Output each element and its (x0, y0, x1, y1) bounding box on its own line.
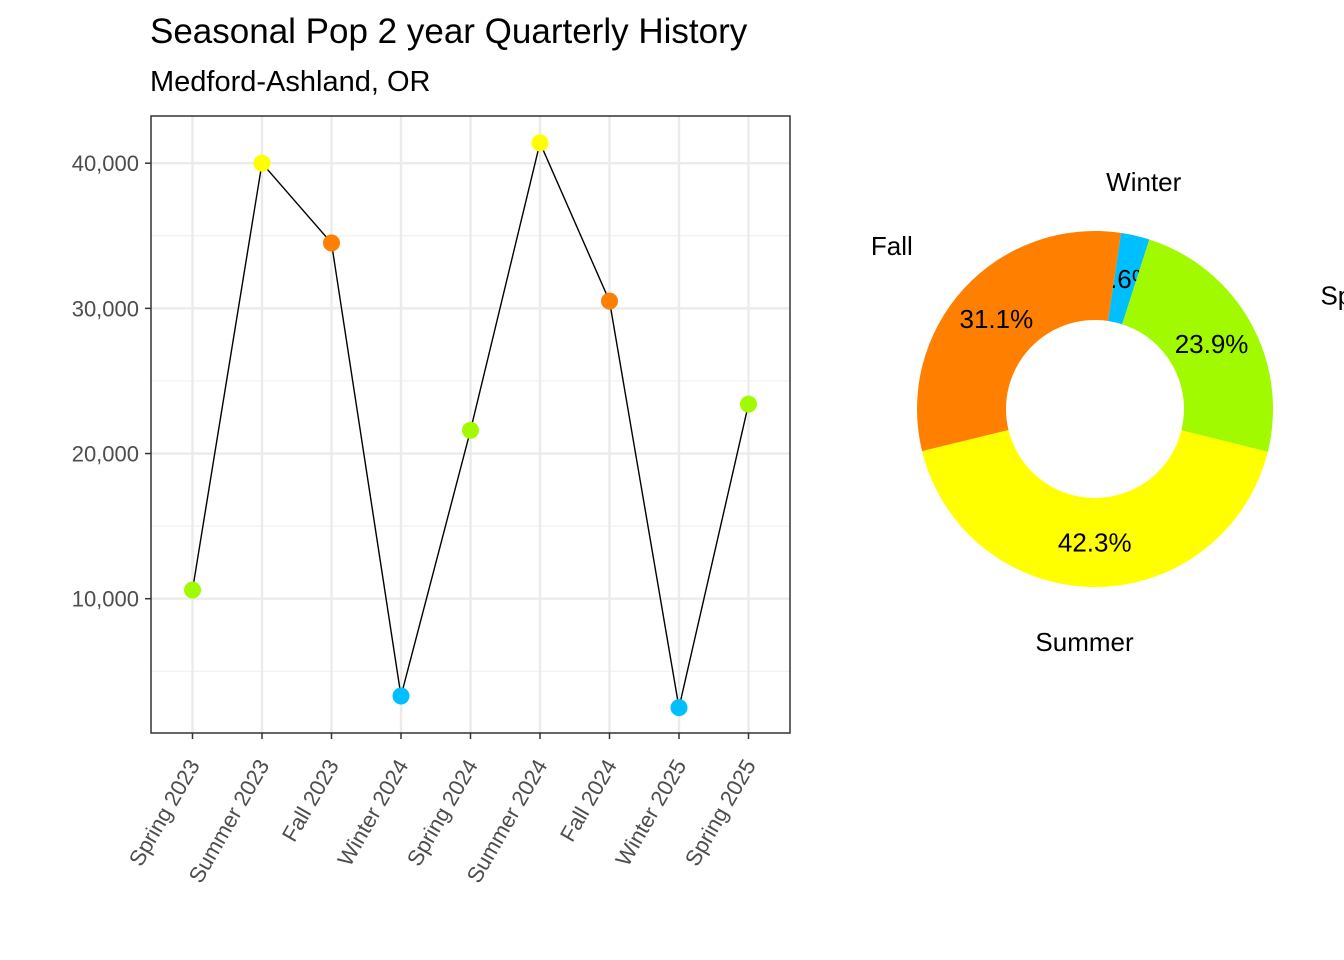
y-tick-label: 20,000 (72, 442, 139, 467)
slice-category-label: Winter (1106, 167, 1181, 197)
x-tick-label: Winter 2025 (610, 755, 691, 870)
data-point (601, 292, 618, 310)
data-point (670, 699, 688, 717)
x-tick-label: Spring 2025 (680, 755, 761, 870)
data-point (462, 421, 479, 439)
chart-subtitle: Medford-Ashland, OR (150, 66, 431, 98)
slice-percent-label: 42.3% (1058, 527, 1132, 557)
x-tick-label: Spring 2024 (402, 755, 483, 870)
x-tick-label: Fall 2024 (555, 755, 622, 846)
data-point (392, 687, 410, 705)
y-tick-label: 30,000 (72, 296, 139, 321)
data-point (323, 234, 340, 252)
data-point (253, 154, 271, 172)
chart-title: Seasonal Pop 2 year Quarterly History (150, 12, 748, 51)
y-tick-label: 40,000 (72, 151, 139, 176)
x-tick-label: Winter 2024 (332, 755, 413, 870)
data-point (740, 395, 757, 413)
donut-slice-summer (922, 430, 1268, 588)
slice-percent-label: 31.1% (959, 304, 1033, 334)
x-tick-label: Fall 2023 (277, 755, 344, 846)
slice-category-label: Spring (1320, 280, 1344, 310)
slice-category-label: Summer (1035, 627, 1134, 657)
donut-chart: 2.6%Winter23.9%Spring42.3%Summer31.1%Fal… (871, 167, 1344, 657)
donut-slice-winter (1108, 232, 1150, 325)
x-tick-label: Spring 2023 (124, 755, 205, 870)
slice-category-label: Fall (871, 231, 913, 261)
data-point (531, 134, 549, 152)
y-tick-label: 10,000 (72, 587, 139, 612)
donut-slice-fall (916, 231, 1122, 452)
donut-slice-spring (1122, 239, 1274, 452)
slice-percent-label: 23.9% (1175, 329, 1249, 359)
data-point (184, 581, 201, 599)
